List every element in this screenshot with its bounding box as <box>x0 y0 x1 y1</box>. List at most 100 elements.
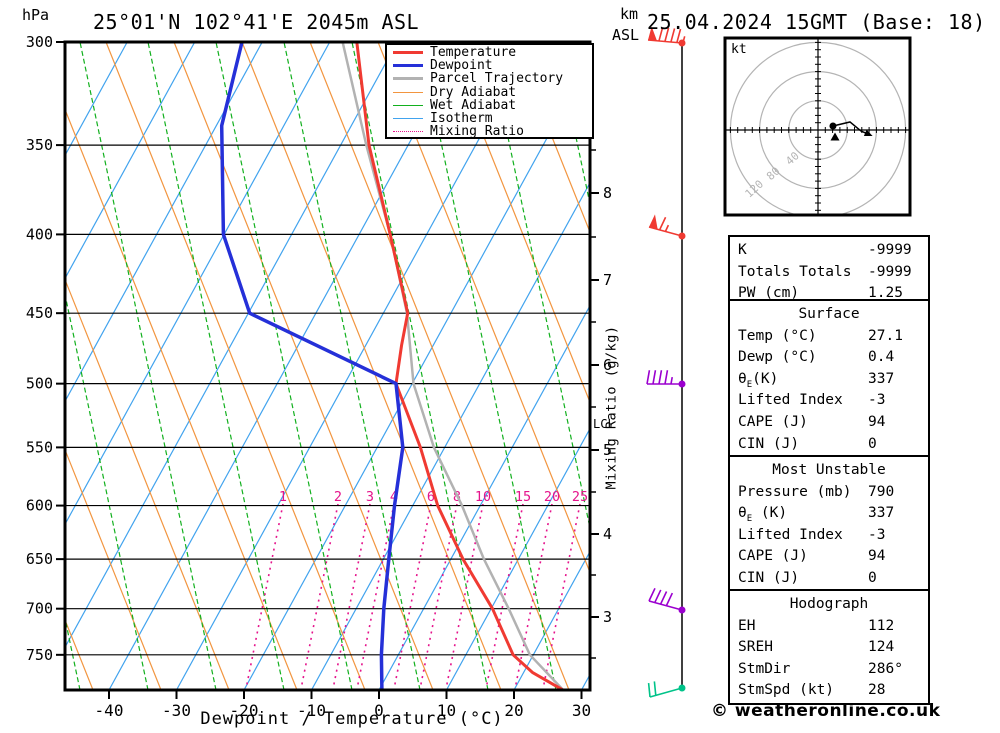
indices-table: K -9999 Totals Totals -9999 PW (cm) 1.25 <box>728 235 930 301</box>
altitude-axis-unit: km <box>620 5 639 23</box>
isotherm-line <box>445 427 590 690</box>
table-row-value: 0 <box>868 435 877 452</box>
legend-item: Mixing Ratio <box>393 125 592 138</box>
mixing-ratio-value-label: 2 <box>334 489 342 505</box>
km-tick-label: 4 <box>603 525 612 543</box>
pressure-tick-label: 650 <box>26 550 53 568</box>
table-section-header: Surface <box>798 306 860 322</box>
table-row-value: -3 <box>868 526 886 543</box>
table-row: Dewp (°C) 0.4 <box>730 347 928 369</box>
table-row-value: 94 <box>868 413 886 430</box>
legend-swatch-line <box>393 77 423 81</box>
run-datetime: 25.04.2024 15GMT (Base: 18) <box>647 10 986 34</box>
wet-adiabat-line <box>487 42 590 531</box>
copyright: © weatheronline.co.uk <box>711 701 941 721</box>
table-row: PW (cm) 1.25 <box>730 283 928 305</box>
temperature-tick-label: -20 <box>230 701 259 720</box>
dry-adiabat-line <box>173 42 434 690</box>
legend-label: Mixing Ratio <box>430 124 524 140</box>
hodograph-trace-arrowhead <box>863 129 873 137</box>
legend-swatch-line <box>393 104 423 106</box>
wind-barb <box>648 214 686 240</box>
station-title: 25°01'N 102°41'E 2045m ASL <box>93 10 420 34</box>
temperature-tick-label: 30 <box>572 701 591 720</box>
legend-swatch-line <box>393 91 423 93</box>
wet-adiabat-line <box>351 42 489 690</box>
table-row: Pressure (mb) 790 <box>730 482 928 504</box>
table-row-value: 337 <box>868 370 895 387</box>
table-row: CAPE (J) 94 <box>730 546 928 568</box>
table-row-label: θE(K) <box>738 370 779 390</box>
dry-adiabat-line <box>65 448 162 690</box>
table-row: K -9999 <box>730 240 928 262</box>
wet-adiabat-line <box>147 42 285 690</box>
hodograph-trace <box>832 121 869 135</box>
dry-adiabat-line <box>445 42 590 404</box>
table-row-label: K <box>738 242 747 258</box>
table-row-label: StmSpd (kt) <box>738 682 835 699</box>
dry-adiabat-line <box>105 42 366 690</box>
table-row: CIN (J) 0 <box>730 568 928 590</box>
x-axis-title: Dewpoint / Temperature (°C) <box>200 709 503 729</box>
table-row: θE(K) 337 <box>730 369 928 391</box>
wet-adiabat-line <box>283 42 421 690</box>
table-row-value: 337 <box>868 505 895 522</box>
mixing-ratio-value-label: 1 <box>279 489 287 505</box>
mixing-ratio-line <box>485 503 524 690</box>
wind-barb <box>647 26 686 47</box>
chart-legend: Temperature Dewpoint Parcel Trajectory Dry … <box>385 43 594 139</box>
table-row-label: Totals Totals <box>738 263 852 280</box>
legend-label: Parcel Trajectory <box>430 71 564 87</box>
pressure-tick-label: 450 <box>26 304 53 322</box>
mixing-ratio-line <box>393 503 432 690</box>
temperature-tick-label: -10 <box>297 701 326 720</box>
table-row-value: 1.25 <box>868 285 903 302</box>
temperature-tick-label: -30 <box>162 701 191 720</box>
temperature-tick-label: 20 <box>504 701 523 720</box>
plot-area: 1 2 3 4 6 8 10 15 20 25 <box>65 42 590 690</box>
table-row-value: 28 <box>868 682 886 699</box>
legend-label: Wet Adiabat <box>430 97 517 113</box>
pressure-tick-label: 600 <box>26 497 53 515</box>
mixing-ratio-value-label: 25 <box>572 489 588 505</box>
legend-label: Dry Adiabat <box>430 84 517 100</box>
wind-barb <box>648 587 686 614</box>
dry-adiabat-line <box>241 42 502 690</box>
temperature-tick-label: 10 <box>437 701 456 720</box>
table-row: StmDir 286° <box>730 659 928 681</box>
wind-barb <box>646 370 686 388</box>
isotherm-line <box>65 42 398 649</box>
table-section-header: Most Unstable <box>772 462 886 478</box>
table-row-value: 0.4 <box>868 349 895 366</box>
table-row: Lifted Index -3 <box>730 525 928 547</box>
isotherm-line <box>243 58 590 690</box>
isotherm-line <box>310 181 590 690</box>
indices-table: Surface Temp (°C) 27.1 Dewp (°C) 0.4 θE(K) 337… <box>728 299 930 457</box>
km-tick-label: 3 <box>603 608 612 626</box>
legend-swatch-line <box>393 64 423 68</box>
mixing-ratio-line <box>332 503 371 690</box>
legend-item: Dewpoint <box>393 59 592 72</box>
pressure-tick-label: 500 <box>26 375 53 393</box>
wet-adiabat-line <box>65 291 149 690</box>
isotherm-line <box>65 42 331 526</box>
temperature-tick-label: 0 <box>374 701 384 720</box>
legend-label: Temperature <box>430 45 517 61</box>
table-row-label: PW (cm) <box>738 285 800 302</box>
table-row-value: 27.1 <box>868 327 903 344</box>
altitude-axis-ref: ASL <box>612 26 640 44</box>
table-row-value: 112 <box>868 617 895 634</box>
pressure-tick-label: 550 <box>26 438 53 456</box>
mixing-ratio-value-label: 10 <box>475 489 491 505</box>
table-row-value: 0 <box>868 569 877 586</box>
mixing-ratio-value-label: 20 <box>544 489 560 505</box>
isotherm-line <box>108 42 466 690</box>
legend-item: Parcel Trajectory <box>393 72 592 85</box>
table-row: EH 112 <box>730 616 928 638</box>
table-row-label: StmDir <box>738 660 791 677</box>
table-row: Lifted Index -3 <box>730 390 928 412</box>
isotherm-line <box>378 304 590 690</box>
pressure-tick-label: 350 <box>26 136 53 154</box>
pressure-tick-label: 750 <box>26 646 53 664</box>
